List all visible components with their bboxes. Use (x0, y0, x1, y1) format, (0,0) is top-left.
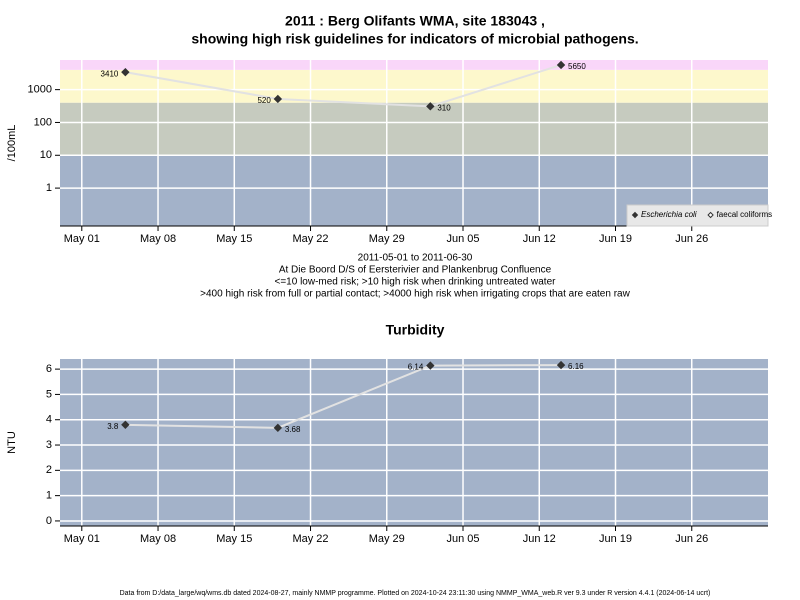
x-tick-label: May 29 (369, 533, 405, 545)
value-label: 6.14 (408, 363, 424, 372)
risk-band (60, 60, 768, 70)
risk-band (60, 102, 768, 156)
value-label: 3.8 (107, 422, 119, 431)
legend-label: faecal coliforms (717, 210, 773, 219)
x-tick-label: Jun 12 (523, 233, 556, 245)
value-label: 5650 (568, 62, 586, 71)
x-tick-label: Jun 26 (675, 233, 708, 245)
data-point (426, 361, 435, 370)
legend-label: Escherichia coli (641, 210, 697, 219)
risk-band (60, 69, 768, 103)
x-tick-label: May 08 (140, 533, 176, 545)
value-label: 3.68 (285, 425, 301, 434)
note: At Die Boord D/S of Eersterivier and Pla… (279, 265, 552, 276)
chart-title: Turbidity (386, 322, 445, 338)
data-point (121, 67, 130, 77)
chart-title: 2011 : Berg Olifants WMA, site 183043 , (285, 13, 545, 29)
x-tick-label: May 01 (64, 533, 100, 545)
y-tick-label: 10 (40, 149, 52, 161)
x-tick-label: May 29 (369, 233, 405, 245)
footer: Data from D:/data_large/wq/wms.db dated … (120, 590, 711, 597)
y-axis-label: /100mL (6, 125, 18, 162)
y-tick-label: 2 (46, 464, 52, 476)
x-tick-label: Jun 19 (599, 533, 632, 545)
y-tick-label: 0 (46, 515, 52, 527)
value-label: 3410 (101, 69, 119, 78)
x-tick-label: May 15 (216, 233, 252, 245)
series-line (125, 64, 562, 108)
legend-marker (631, 211, 639, 219)
chart-subtitle: showing high risk guidelines for indicat… (191, 31, 638, 47)
value-label: 520 (257, 96, 271, 105)
data-point (556, 60, 566, 70)
y-axis-label: NTU (6, 431, 18, 454)
data-point (426, 102, 435, 111)
risk-band (60, 359, 768, 526)
y-tick-label: 4 (46, 414, 52, 426)
y-tick-label: 3 (46, 439, 52, 451)
value-label: 6.16 (568, 362, 584, 371)
note: <=10 low-med risk; >10 high risk when dr… (275, 277, 557, 288)
x-tick-label: Jun 05 (446, 233, 479, 245)
legend-box (626, 204, 769, 227)
x-tick-label: Jun 26 (675, 533, 708, 545)
x-tick-label: May 08 (140, 233, 176, 245)
x-tick-label: May 22 (292, 233, 328, 245)
series-line (125, 364, 562, 429)
x-tick-label: May 15 (216, 533, 252, 545)
y-tick-label: 6 (46, 363, 52, 375)
note: 2011-05-01 to 2011-06-30 (358, 253, 473, 264)
y-tick-label: 100 (34, 116, 52, 128)
x-tick-label: Jun 05 (446, 533, 479, 545)
data-point (556, 360, 566, 370)
legend-marker (707, 211, 714, 219)
x-tick-label: May 01 (64, 233, 100, 245)
y-tick-label: 5 (46, 388, 52, 400)
y-tick-label: 1000 (28, 84, 52, 96)
y-tick-label: 1 (46, 182, 52, 194)
value-label: 310 (437, 103, 451, 112)
x-tick-label: Jun 19 (599, 233, 632, 245)
x-tick-label: Jun 12 (523, 533, 556, 545)
data-point (121, 420, 130, 429)
note: >400 high risk from full or partial cont… (200, 289, 630, 300)
x-tick-label: May 22 (292, 533, 328, 545)
y-tick-label: 1 (46, 490, 52, 502)
data-point (273, 423, 283, 433)
data-point (273, 94, 283, 104)
